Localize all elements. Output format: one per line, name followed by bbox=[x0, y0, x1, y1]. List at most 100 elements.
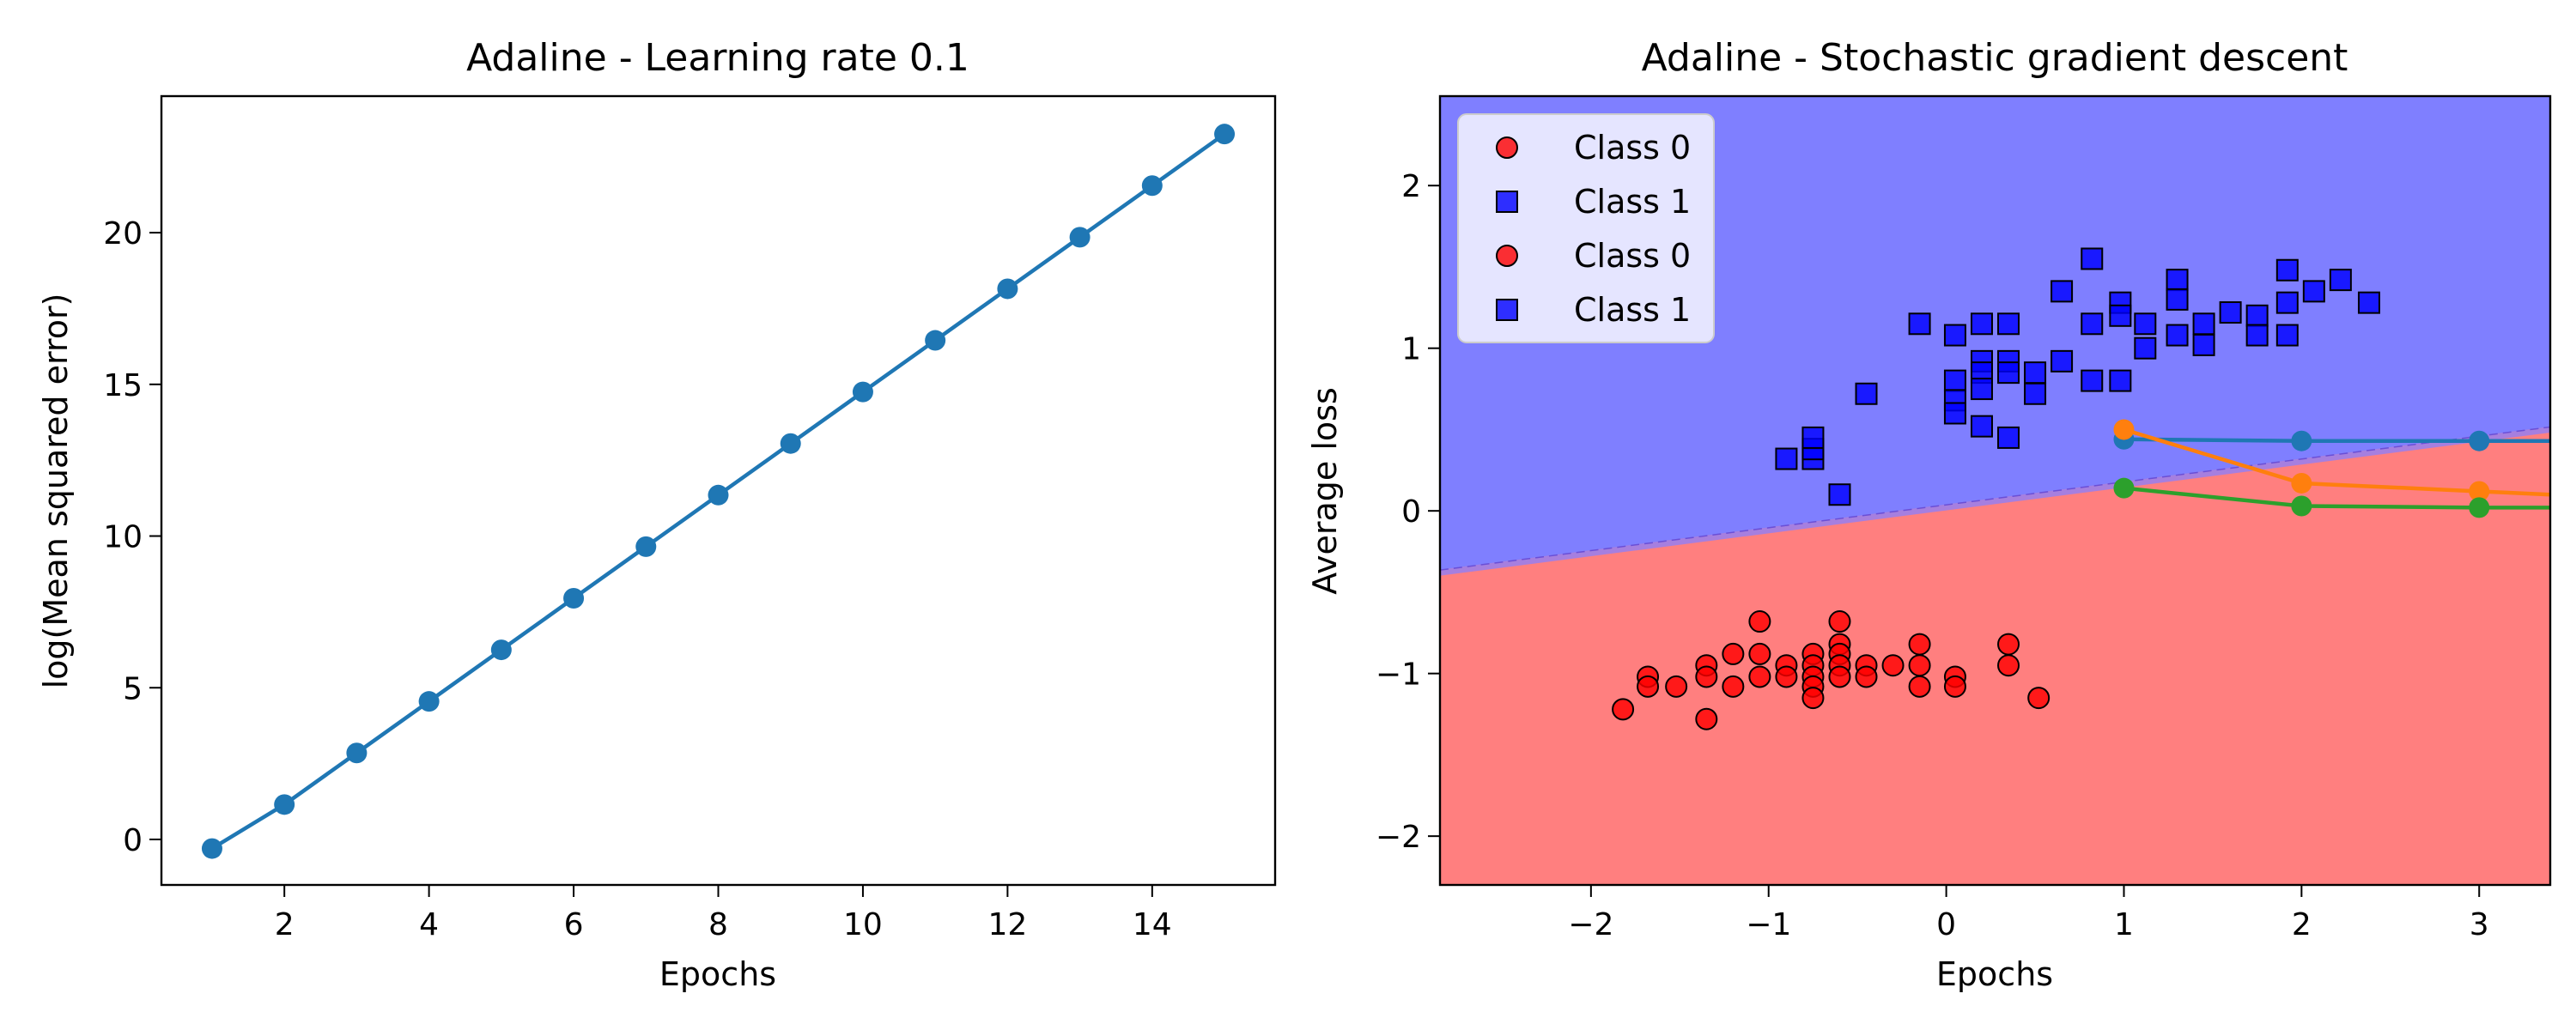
sgd-plot: Adaline - Stochastic gradient descent −2… bbox=[1306, 36, 2552, 993]
loss-marker-orange bbox=[2113, 419, 2135, 440]
class1-point bbox=[1943, 402, 1966, 425]
legend-class1-marker-2 bbox=[1496, 299, 1518, 321]
class0-point bbox=[2027, 687, 2050, 710]
class1-point bbox=[1970, 312, 1993, 336]
class1-point bbox=[1908, 312, 1931, 336]
class1-point bbox=[2275, 258, 2299, 282]
class1-point bbox=[1828, 483, 1851, 506]
loss-line-orange bbox=[2123, 427, 2550, 497]
class1-point bbox=[2166, 288, 2189, 311]
loss-point bbox=[1214, 124, 1236, 145]
left-x-tick-label: 14 bbox=[1133, 907, 1172, 942]
legend-class1-marker-1 bbox=[1496, 191, 1518, 213]
class1-point bbox=[2024, 361, 2047, 385]
legend-label-1: Class 0 bbox=[1574, 129, 1691, 167]
class1-point bbox=[2192, 333, 2215, 356]
loss-marker-orange bbox=[2469, 481, 2490, 502]
right-x-tick-label: 2 bbox=[2292, 907, 2312, 942]
class1-point bbox=[2050, 349, 2074, 373]
class0-point bbox=[1908, 654, 1931, 677]
left-x-tick-label: 12 bbox=[987, 907, 1027, 942]
class1-point bbox=[2134, 336, 2157, 360]
right-y-tick-label: −1 bbox=[1376, 657, 1421, 693]
class1-point bbox=[1943, 324, 1966, 347]
class1-point bbox=[2245, 304, 2269, 327]
class0-point bbox=[1695, 707, 1718, 730]
loss-point bbox=[201, 838, 222, 859]
class1-point bbox=[2024, 382, 2047, 405]
region-class0 bbox=[1440, 429, 2550, 885]
left-y-axis-label: log(Mean squared error) bbox=[37, 294, 75, 689]
class1-point bbox=[2050, 280, 2074, 303]
legend-class0-marker-1 bbox=[1496, 136, 1518, 159]
legend-box bbox=[1457, 113, 1715, 343]
left-x-tick-label: 6 bbox=[564, 907, 584, 942]
class0-point bbox=[1828, 610, 1851, 633]
class1-point bbox=[2109, 304, 2132, 327]
loss-point bbox=[635, 536, 657, 557]
class0-point bbox=[1801, 687, 1825, 710]
left-y-tick-label: 5 bbox=[123, 671, 143, 706]
class1-point bbox=[1801, 426, 1825, 449]
class1-point bbox=[2109, 369, 2132, 392]
left-plot-area bbox=[201, 124, 1236, 859]
loss-marker-green bbox=[2113, 477, 2135, 499]
left-y-tick-label: 15 bbox=[103, 368, 143, 403]
class1-point bbox=[2329, 269, 2352, 292]
class1-point bbox=[1970, 415, 1993, 438]
loss-point bbox=[346, 742, 368, 764]
loss-point bbox=[418, 691, 440, 712]
legend-label-3: Class 0 bbox=[1574, 237, 1691, 275]
class1-point bbox=[2166, 269, 2189, 292]
region-class1 bbox=[1440, 96, 2550, 573]
class1-point bbox=[2192, 312, 2215, 336]
class1-point bbox=[1997, 426, 2020, 449]
right-x-axis-label: Epochs bbox=[1936, 955, 2053, 993]
class0-point bbox=[1722, 675, 1745, 698]
loss-point bbox=[1069, 227, 1091, 248]
class0-point bbox=[1881, 654, 1905, 677]
loss-point bbox=[563, 587, 585, 609]
right-x-axis: −2 −1 0 1 2 3 bbox=[1568, 885, 2489, 942]
left-y-tick-label: 0 bbox=[123, 823, 143, 858]
decision-boundary-edge bbox=[1440, 426, 2550, 571]
class0-point bbox=[1637, 675, 1660, 698]
class1-point bbox=[2245, 324, 2269, 347]
loss-point bbox=[925, 330, 946, 351]
loss-point bbox=[708, 484, 729, 506]
loss-point bbox=[1141, 175, 1163, 197]
class1-point bbox=[2081, 312, 2104, 336]
loss-line-green bbox=[2123, 486, 2550, 510]
class0-point bbox=[1775, 665, 1798, 688]
left-x-tick-label: 8 bbox=[708, 907, 728, 942]
class1-point bbox=[1855, 382, 1878, 405]
loss-marker-orange bbox=[2291, 472, 2312, 494]
loss-point bbox=[274, 794, 295, 815]
loss-point bbox=[997, 278, 1018, 300]
right-y-axis: −2 −1 0 1 2 bbox=[1376, 169, 1440, 855]
class0-point bbox=[1748, 665, 1771, 688]
class1-point bbox=[2302, 280, 2325, 303]
left-y-tick-label: 10 bbox=[103, 520, 143, 555]
loss-point bbox=[852, 381, 873, 403]
class1-point bbox=[1970, 378, 1993, 401]
loss-point bbox=[490, 639, 512, 661]
class1-point bbox=[1997, 361, 2020, 385]
legend-label-2: Class 1 bbox=[1574, 183, 1691, 221]
class0-point bbox=[1748, 642, 1771, 665]
class1-point bbox=[2134, 312, 2157, 336]
left-plot-title: Adaline - Learning rate 0.1 bbox=[466, 36, 969, 80]
class0-point bbox=[1943, 675, 1966, 698]
loss-marker-line_blue bbox=[2469, 430, 2490, 451]
right-y-tick-label: 1 bbox=[1401, 332, 1421, 367]
class1-point bbox=[2275, 291, 2299, 314]
class1-point bbox=[2219, 301, 2242, 324]
class1-point bbox=[1997, 312, 2020, 336]
class1-point bbox=[2166, 324, 2189, 347]
right-x-tick-label: 3 bbox=[2470, 907, 2489, 942]
decision-boundary bbox=[1440, 426, 2550, 576]
class1-point bbox=[1775, 447, 1798, 470]
left-x-tick-label: 4 bbox=[419, 907, 439, 942]
right-x-tick-label: 1 bbox=[2114, 907, 2134, 942]
